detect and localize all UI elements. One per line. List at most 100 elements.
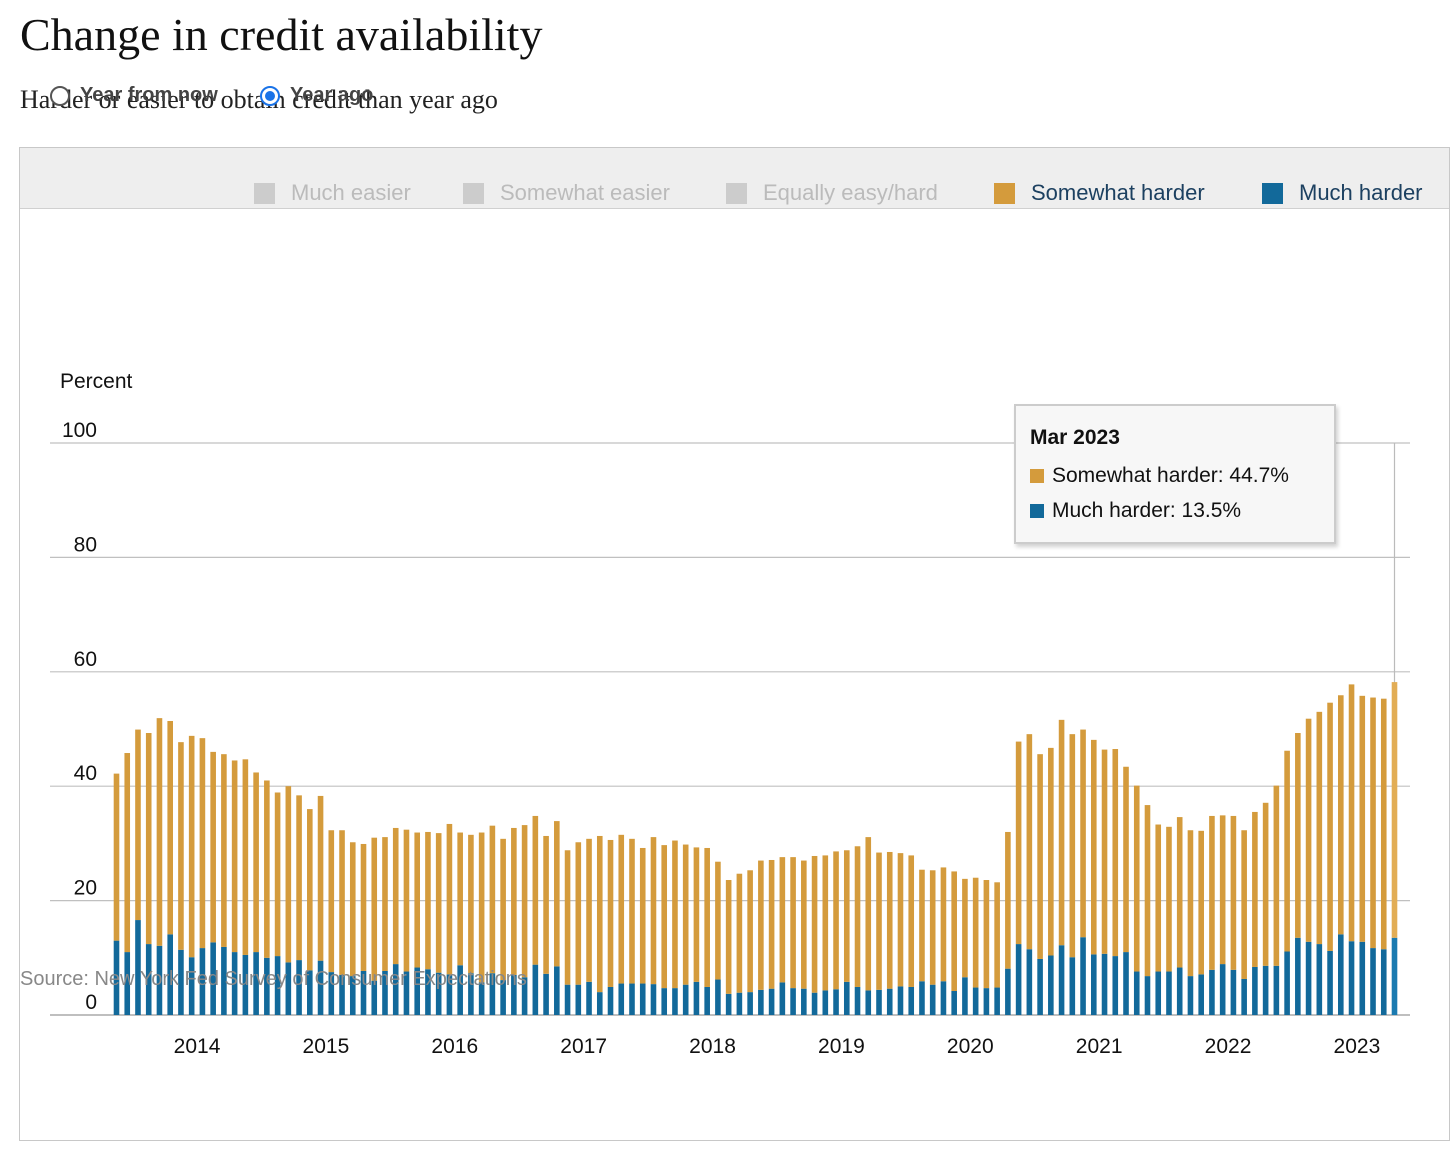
bar-somewhat-harder [994,882,1000,988]
bar-much-harder [951,990,957,1015]
bar-much-harder [188,957,195,1015]
bar-much-harder [811,992,818,1015]
bar-somewhat-harder [865,837,872,991]
bar-much-harder [747,992,753,1015]
bar-much-harder [886,988,893,1015]
bar-much-harder [758,989,764,1015]
bar-somewhat-harder [264,780,270,958]
bar-somewhat-harder [1058,719,1065,946]
bar-much-harder [962,977,968,1015]
bar-somewhat-harder [210,751,216,943]
bar-somewhat-harder [317,795,324,961]
bar-somewhat-harder [532,815,539,965]
bar-somewhat-harder [715,861,721,980]
bar-somewhat-harder [693,847,700,982]
bar-much-harder [1316,944,1323,1015]
bar-much-harder [328,972,335,1015]
bar-much-harder [1219,964,1226,1015]
bar-much-harder [199,948,206,1015]
bar-much-harder [1338,934,1344,1015]
bar-somewhat-harder [672,840,678,989]
bar-much-harder [1123,952,1129,1015]
bar-somewhat-harder [1155,824,1162,972]
bar-much-harder [1080,937,1086,1015]
bar-somewhat-harder [371,837,378,981]
tooltip-row-somewhat-harder: Somewhat harder: 44.7% [1030,464,1289,488]
radio-year-from-now[interactable]: Year from now [50,84,218,107]
bar-much-harder [1273,965,1280,1015]
bar-somewhat-harder [511,827,517,975]
tooltip-row-much-harder: Much harder: 13.5% [1030,499,1241,523]
y-axis-label: Percent [60,370,133,393]
tooltip-text-somewhat-harder: Somewhat harder: 44.7% [1052,464,1289,487]
bar-somewhat-harder [145,733,152,945]
bar-somewhat-harder [274,792,281,957]
bar-much-harder [1069,957,1076,1015]
bar-somewhat-harder [242,759,249,955]
bar-somewhat-harder [1391,682,1398,938]
legend-much-easier[interactable]: Much easier [254,180,411,206]
bar-somewhat-harder [618,834,625,984]
bar-much-harder [210,942,216,1015]
y-tick-label-20: 20 [74,877,97,900]
bar-much-harder [725,993,732,1015]
tooltip-text-much-harder: Much harder: 13.5% [1052,499,1242,522]
legend-somewhat-easier[interactable]: Somewhat easier [463,180,670,206]
bar-somewhat-harder [790,857,796,989]
legend-label-equally-easy-hard: Equally easy/hard [763,180,938,205]
bar-much-harder [253,952,259,1015]
bar-somewhat-harder [1338,695,1344,935]
bar-much-harder [575,984,582,1015]
radio-circle-icon[interactable] [50,85,70,106]
bar-much-harder [908,986,915,1015]
bar-somewhat-harder [1295,733,1301,938]
legend-swatch-equally-easy-hard [726,182,747,204]
bar-somewhat-harder [747,870,753,993]
bar-much-harder [167,934,173,1015]
legend-somewhat-harder[interactable]: Somewhat harder [994,180,1205,206]
bar-much-harder [1284,951,1290,1015]
bar-somewhat-harder [392,827,399,965]
bar-somewhat-harder [1305,718,1312,942]
bar-much-harder [1209,969,1215,1015]
bar-somewhat-harder [940,867,947,982]
bar-much-harder [564,984,571,1015]
legend-equally-easy-hard[interactable]: Equally easy/hard [726,180,938,206]
x-tick-label-2019: 2019 [818,1035,865,1058]
bar-much-harder [929,984,936,1015]
bar-much-harder [500,980,506,1015]
bar-much-harder [833,989,839,1015]
bar-much-harder [382,970,388,1015]
bar-somewhat-harder [307,809,313,971]
bar-much-harder [972,987,979,1015]
bar-much-harder [242,954,249,1015]
bar-somewhat-harder [414,832,421,968]
bar-somewhat-harder [1080,729,1086,938]
bar-much-harder [264,957,270,1015]
bar-somewhat-harder [231,760,238,953]
bar-somewhat-harder [908,855,915,987]
bar-somewhat-harder [1252,811,1258,967]
bar-somewhat-harder [1327,702,1333,951]
legend-much-harder[interactable]: Much harder [1262,180,1423,206]
bar-somewhat-harder [435,833,442,973]
bar-much-harder [596,992,603,1015]
bar-somewhat-harder [843,850,850,982]
radio-year-ago[interactable]: Year ago [260,84,373,107]
bar-somewhat-harder [1101,749,1108,954]
bar-somewhat-harder [1144,805,1151,977]
bar-somewhat-harder [1026,734,1033,950]
bar-somewhat-harder [1112,749,1119,957]
bar-somewhat-harder [425,831,431,970]
bar-much-harder [1005,968,1011,1015]
bar-somewhat-harder [1219,815,1226,965]
legend-swatch-somewhat-harder [994,182,1015,204]
tooltip-swatch-somewhat-harder [1030,469,1044,483]
bar-much-harder [554,966,560,1015]
source-note: Source: New York Fed Survey of Consumer … [20,968,527,990]
bar-somewhat-harder [1370,697,1376,949]
bar-somewhat-harder [296,795,302,961]
bar-somewhat-harder [1015,741,1022,945]
radio-selected-icon[interactable] [260,85,280,106]
bar-much-harder [983,988,990,1015]
